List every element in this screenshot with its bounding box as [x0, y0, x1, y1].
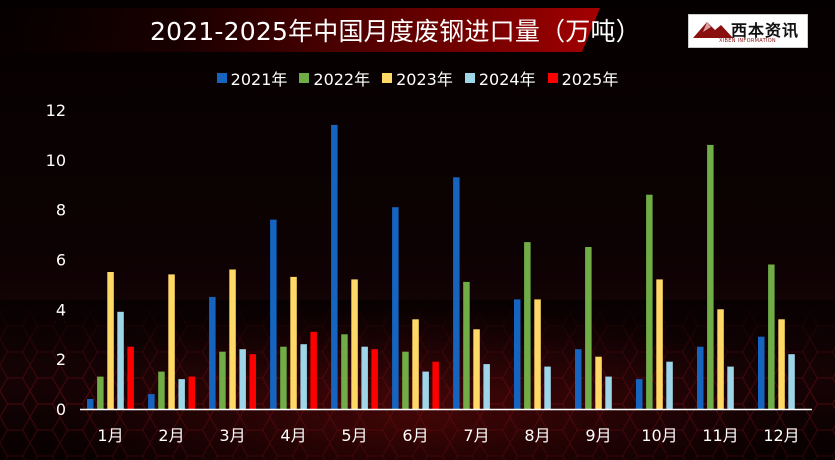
- bar-2023年-5月: [351, 279, 358, 409]
- bar-2023年-10月: [656, 279, 663, 409]
- bar-2023年-1月: [107, 272, 114, 409]
- legend-swatch: [547, 73, 558, 83]
- logo-mountain-icon: [693, 22, 733, 38]
- bar-2021年-12月: [758, 336, 765, 409]
- bar-2024年-1月: [117, 311, 124, 409]
- y-tick-label: 12: [46, 101, 66, 120]
- bar-2023年-6月: [412, 319, 419, 409]
- x-tick-label: 12月: [763, 426, 799, 445]
- bar-2021年-8月: [514, 299, 521, 409]
- bar-2024年-4月: [300, 344, 307, 409]
- bar-2022年-10月: [646, 194, 653, 409]
- bar-2023年-9月: [595, 356, 602, 409]
- bar-2025年-4月: [310, 331, 317, 409]
- bar-2023年-4月: [290, 276, 297, 409]
- bar-2022年-6月: [402, 351, 409, 409]
- bar-2024年-7月: [483, 364, 490, 409]
- legend-label: 2025年: [561, 70, 619, 89]
- bar-2024年-11月: [727, 366, 734, 409]
- chart-title: 2021-2025年中国月度废钢进口量（万吨）: [150, 17, 641, 46]
- bar-2023年-11月: [717, 309, 724, 409]
- bar-2022年-12月: [768, 264, 775, 409]
- x-tick-label: 8月: [524, 426, 550, 445]
- legend-item-1: 2022年: [299, 66, 370, 90]
- bar-2024年-3月: [239, 349, 246, 409]
- x-tick-label: 9月: [585, 426, 611, 445]
- bar-2022年-9月: [585, 247, 592, 409]
- logo-text: 西本资讯: [731, 21, 800, 40]
- bar-2021年-11月: [697, 346, 704, 409]
- x-tick-label: 2月: [158, 426, 184, 445]
- legend-label: 2021年: [230, 70, 288, 89]
- bar-2021年-6月: [392, 207, 399, 409]
- xiben-logo: 西本资讯 XIBEN INFORMATION: [688, 14, 808, 48]
- y-tick-label: 0: [56, 400, 66, 419]
- bar-2025年-3月: [249, 354, 256, 409]
- bar-2023年-8月: [534, 299, 541, 409]
- bar-2024年-6月: [422, 371, 429, 409]
- legend-item-0: 2021年: [216, 66, 288, 90]
- bar-2022年-3月: [219, 351, 226, 409]
- bar-2025年-2月: [188, 376, 195, 409]
- legend-item-2: 2023年: [382, 66, 453, 90]
- bar-2022年-5月: [341, 334, 348, 410]
- legend-swatch: [299, 73, 310, 83]
- y-tick-label: 10: [46, 151, 66, 170]
- legend-label: 2023年: [396, 70, 453, 89]
- bar-2024年-2月: [178, 379, 185, 409]
- bar-2024年-9月: [605, 376, 612, 409]
- legend-label: 2024年: [478, 70, 536, 89]
- logo-subtext: XIBEN INFORMATION: [719, 38, 776, 44]
- bar-2022年-8月: [524, 242, 531, 409]
- x-tick-label: 1月: [97, 426, 123, 445]
- bar-2023年-12月: [778, 319, 785, 409]
- bar-2023年-2月: [168, 274, 175, 409]
- bar-2023年-7月: [473, 329, 480, 409]
- legend-swatch: [216, 73, 227, 83]
- chart-legend: 2021年 2022年 2023年 2024年 2025年: [0, 66, 835, 90]
- legend-label: 2022年: [313, 70, 371, 89]
- bar-2025年-5月: [371, 349, 378, 409]
- x-tick-label: 3月: [219, 426, 245, 445]
- y-tick-label: 4: [56, 300, 66, 319]
- bar-2021年-7月: [453, 177, 460, 409]
- bar-2021年-10月: [636, 379, 643, 409]
- x-tick-label: 4月: [280, 426, 306, 445]
- x-tick-label: 10月: [641, 426, 677, 445]
- x-tick-label: 7月: [463, 426, 489, 445]
- bar-2021年-4月: [270, 219, 277, 409]
- bar-2022年-1月: [97, 376, 104, 409]
- bar-2024年-8月: [544, 366, 551, 409]
- bar-2024年-10月: [666, 361, 673, 409]
- y-tick-label: 8: [56, 201, 66, 220]
- bar-2021年-3月: [209, 296, 216, 409]
- bar-2021年-9月: [575, 349, 582, 409]
- legend-item-4: 2025年: [547, 66, 619, 90]
- bar-2025年-6月: [432, 361, 439, 409]
- y-tick-label: 6: [56, 251, 66, 270]
- bar-2022年-11月: [707, 144, 714, 409]
- x-tick-label: 5月: [341, 426, 367, 445]
- bar-2025年-1月: [127, 346, 134, 409]
- y-tick-label: 2: [56, 350, 66, 369]
- legend-item-3: 2024年: [464, 66, 536, 90]
- bar-2023年-3月: [229, 269, 236, 409]
- bar-2024年-5月: [361, 346, 368, 409]
- legend-swatch: [382, 73, 393, 83]
- bar-2022年-2月: [158, 371, 165, 409]
- legend-swatch: [464, 73, 475, 83]
- bar-2022年-7月: [463, 281, 470, 409]
- x-tick-label: 11月: [702, 426, 738, 445]
- bar-2022年-4月: [280, 346, 287, 409]
- bar-2021年-1月: [87, 399, 94, 409]
- bar-2024年-12月: [788, 354, 795, 409]
- bar-2021年-5月: [331, 124, 338, 410]
- title-banner: [0, 8, 600, 52]
- x-tick-label: 6月: [402, 426, 428, 445]
- bar-2021年-2月: [148, 394, 155, 409]
